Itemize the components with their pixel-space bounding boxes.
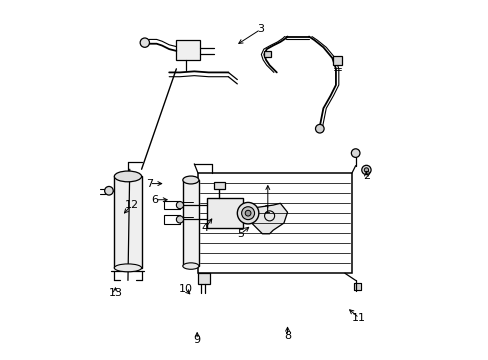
Circle shape: [244, 210, 250, 216]
Circle shape: [241, 207, 254, 220]
Bar: [198, 273, 210, 284]
Ellipse shape: [114, 264, 142, 272]
Text: 3: 3: [257, 24, 264, 35]
Circle shape: [361, 165, 370, 175]
Bar: [176, 40, 199, 60]
Bar: [163, 201, 180, 210]
Text: 12: 12: [124, 200, 138, 210]
Circle shape: [176, 202, 183, 209]
Bar: [214, 182, 224, 189]
Circle shape: [351, 149, 359, 157]
Bar: [114, 176, 142, 268]
Bar: [183, 180, 199, 266]
Text: 7: 7: [145, 179, 153, 189]
Bar: [198, 173, 351, 273]
Text: 13: 13: [108, 288, 122, 298]
Text: 10: 10: [178, 284, 192, 294]
Text: 9: 9: [193, 334, 200, 345]
Ellipse shape: [114, 171, 142, 182]
Bar: [163, 215, 180, 224]
Ellipse shape: [183, 176, 199, 184]
Circle shape: [140, 38, 149, 47]
Circle shape: [364, 168, 368, 172]
Polygon shape: [353, 283, 360, 291]
Polygon shape: [247, 203, 287, 234]
Bar: [264, 51, 271, 57]
Circle shape: [315, 125, 324, 133]
Bar: [333, 56, 341, 65]
Circle shape: [237, 202, 258, 224]
Text: 1: 1: [264, 206, 271, 216]
Text: 4: 4: [201, 224, 208, 233]
Bar: [206, 198, 242, 228]
Text: 11: 11: [351, 313, 366, 323]
Circle shape: [176, 216, 183, 223]
Text: 8: 8: [284, 331, 290, 341]
Ellipse shape: [183, 263, 199, 269]
Text: 2: 2: [362, 171, 369, 181]
Text: 5: 5: [237, 229, 244, 239]
Text: 6: 6: [151, 195, 158, 205]
Circle shape: [104, 186, 113, 195]
